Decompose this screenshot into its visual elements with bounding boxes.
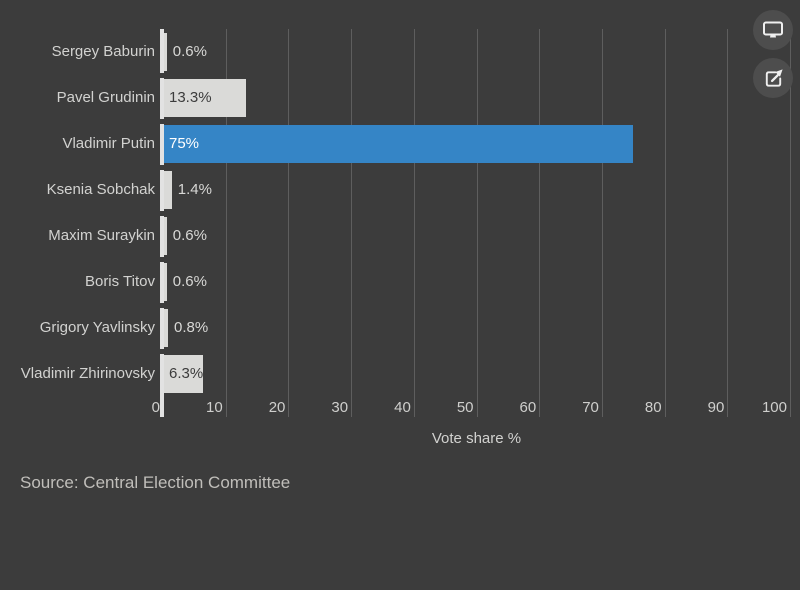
bar-value-label: 0.6% — [172, 227, 207, 244]
share-icon — [762, 67, 785, 90]
x-tick-label: 40 — [394, 399, 411, 416]
x-tick-label: 10 — [206, 399, 223, 416]
x-tick-label: 90 — [707, 399, 725, 416]
bar[interactable] — [163, 309, 168, 347]
category-label: Boris Titov — [84, 273, 155, 290]
category-axis-tick — [159, 72, 165, 78]
category-axis-tick — [159, 256, 165, 262]
bar-value-label: 0.8% — [174, 319, 209, 336]
x-tick-label: 30 — [331, 399, 349, 416]
x-gridline — [601, 29, 603, 417]
x-gridline — [790, 29, 791, 417]
bar[interactable] — [163, 263, 167, 301]
x-gridline — [539, 29, 541, 417]
x-gridline — [225, 29, 227, 417]
category-axis-tick — [159, 118, 165, 124]
bar[interactable] — [163, 171, 172, 209]
bar-value-label: 1.4% — [177, 181, 212, 198]
x-tick-label: 70 — [582, 399, 599, 416]
monitor-icon — [761, 18, 785, 42]
x-gridline — [727, 29, 729, 417]
x-tick-label: 50 — [456, 399, 474, 416]
category-axis-tick — [159, 210, 165, 216]
x-axis-title: Vote share % — [431, 430, 522, 447]
x-tick-label: 60 — [519, 399, 537, 416]
category-label: Pavel Grudinin — [56, 89, 155, 106]
category-axis-tick — [159, 164, 165, 170]
bar-value-label: 0.6% — [172, 43, 207, 60]
bar[interactable] — [163, 33, 167, 71]
source-note: Source: Central Election Committee — [20, 473, 291, 492]
category-label: Ksenia Sobchak — [46, 181, 155, 198]
x-tick-label: 80 — [644, 399, 662, 416]
category-label: Sergey Baburin — [51, 43, 155, 60]
bar[interactable] — [163, 355, 203, 393]
x-gridline — [351, 29, 353, 417]
category-label: Grigory Yavlinsky — [39, 319, 155, 336]
fullscreen-button[interactable] — [753, 10, 793, 50]
bar[interactable] — [163, 125, 634, 163]
category-axis-tick — [159, 302, 165, 308]
x-tick-label: 20 — [268, 399, 286, 416]
category-label: Vladimir Zhirinovsky — [20, 365, 155, 382]
x-gridline — [413, 29, 415, 417]
share-button[interactable] — [753, 58, 793, 98]
category-label: Vladimir Putin — [62, 135, 155, 152]
x-tick-label: 0 — [151, 399, 160, 416]
bar[interactable] — [163, 79, 247, 117]
bar-value-label: 13.3% — [169, 89, 212, 106]
x-gridline — [664, 29, 666, 417]
category-axis-tick — [159, 348, 165, 354]
bar-value-label: 75% — [169, 135, 200, 152]
y-axis-line — [160, 29, 164, 417]
bar-value-label: 6.3% — [169, 365, 204, 382]
category-label: Maxim Suraykin — [48, 227, 155, 244]
x-gridline — [288, 29, 290, 417]
x-tick-label: 100 — [761, 399, 787, 416]
bar[interactable] — [163, 217, 167, 255]
x-gridline — [476, 29, 478, 417]
bar-value-label: 0.6% — [172, 273, 207, 290]
